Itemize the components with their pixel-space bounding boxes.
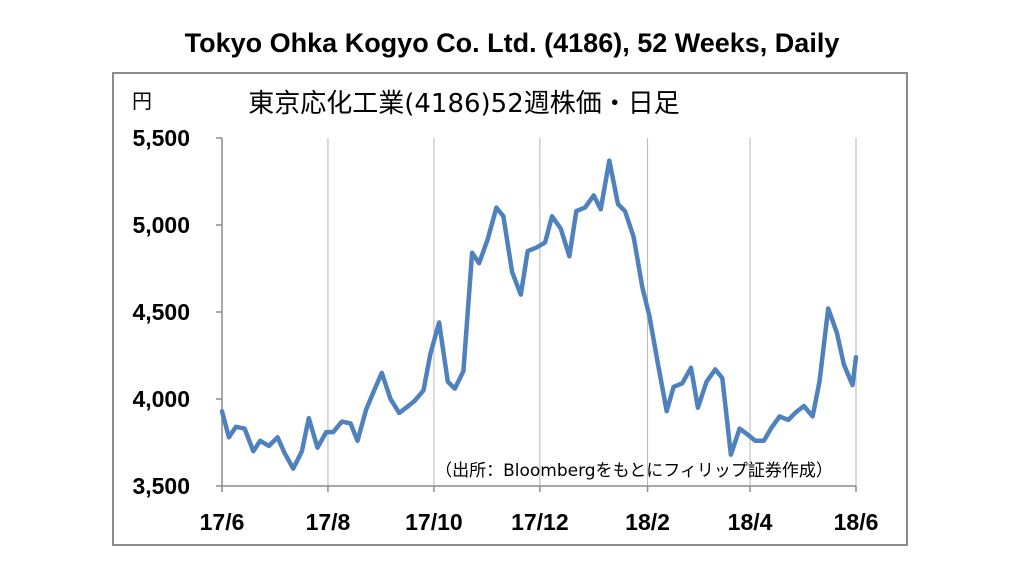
x-tick-label: 17/12 — [511, 509, 569, 535]
x-tick-label: 17/6 — [200, 509, 245, 535]
chart-frame: 円 東京応化工業(4186)52週株価・日足 （出所：Bloombergをもとに… — [112, 72, 908, 546]
x-tick-label: 18/6 — [834, 509, 879, 535]
y-tick-label: 5,500 — [132, 125, 190, 151]
x-tick-label: 18/2 — [625, 509, 670, 535]
vertical-gridlines — [221, 138, 857, 486]
x-tick-label: 18/4 — [728, 509, 773, 535]
y-tick-labels: 3,500 4,000 4,500 5,000 5,500 — [132, 125, 190, 499]
x-tick-labels: 17/6 17/8 17/10 17/12 18/2 18/4 18/6 — [200, 509, 879, 535]
unit-label: 円 — [132, 89, 152, 113]
y-tick-label: 3,500 — [132, 473, 190, 499]
y-tick-label: 4,500 — [132, 299, 190, 325]
chart-title: 東京応化工業(4186)52週株価・日足 — [248, 89, 680, 119]
source-note: （出所：Bloombergをもとにフィリップ証券作成） — [435, 461, 833, 481]
axes — [216, 137, 857, 492]
y-tick-label: 4,000 — [132, 386, 190, 412]
x-tick-label: 17/8 — [306, 509, 351, 535]
price-chart: 円 東京応化工業(4186)52週株価・日足 （出所：Bloombergをもとに… — [132, 89, 879, 535]
series-layer — [219, 158, 859, 471]
page-title: Tokyo Ohka Kogyo Co. Ltd. (4186), 52 Wee… — [184, 28, 840, 58]
x-tick-label: 17/10 — [405, 509, 463, 535]
series-line-0 — [219, 158, 859, 471]
y-tick-label: 5,000 — [132, 212, 190, 238]
